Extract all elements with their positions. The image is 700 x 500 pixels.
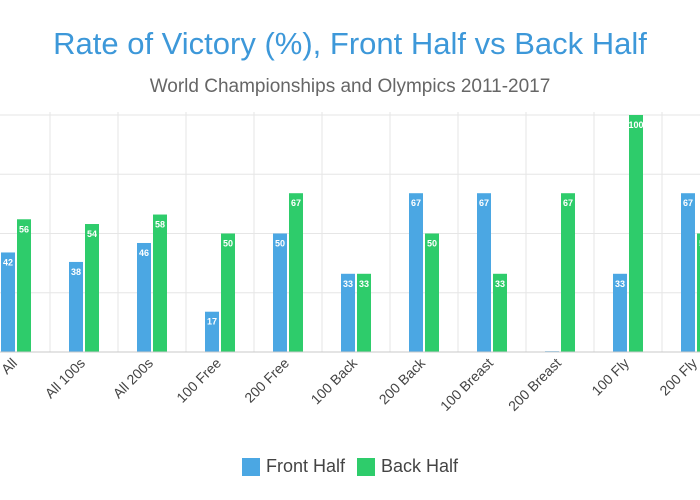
bar-front-half[interactable] [477, 193, 491, 352]
chart-title: Rate of Victory (%), Front Half vs Back … [53, 26, 647, 61]
bar-front-half[interactable] [137, 242, 151, 352]
bar-front-half[interactable] [613, 273, 627, 352]
bar-back-half[interactable] [289, 193, 303, 352]
x-tick-label: 100 Breast [437, 355, 496, 414]
data-label: 67 [683, 198, 693, 208]
bar-front-half[interactable] [273, 233, 287, 353]
bar-back-half[interactable] [221, 233, 235, 353]
bar-front-half[interactable] [205, 311, 219, 352]
data-label: 100 [628, 120, 643, 130]
data-label: 33 [615, 279, 625, 289]
bar-back-half[interactable] [85, 224, 99, 352]
x-tick-label: 200 Free [241, 355, 292, 406]
legend-item-front-half[interactable]: Front Half [241, 456, 345, 477]
label-layer: 42 56 All 38 54 All 100s 46 58 All 200s 17 50 100 F… [0, 120, 700, 414]
chart-subtitle: World Championships and Olympics 2011-20… [149, 76, 551, 97]
data-label: 67 [563, 198, 573, 208]
data-label: 50 [427, 239, 437, 249]
bar-back-half[interactable] [561, 193, 575, 352]
data-label: 50 [699, 239, 700, 249]
x-tick-label: 100 Back [308, 354, 361, 407]
legend-swatch-front-half [241, 457, 260, 476]
x-tick-label: 100 Free [173, 355, 224, 406]
data-label: 33 [495, 279, 505, 289]
data-label: 50 [223, 239, 233, 249]
legend-item-back-half[interactable]: Back Half [357, 456, 458, 477]
x-tick-label: 200 Breast [505, 355, 564, 414]
data-label: 58 [155, 220, 165, 230]
bar-front-half[interactable] [681, 193, 695, 352]
data-label: 46 [139, 248, 149, 258]
data-label: 33 [343, 279, 353, 289]
bar-back-half[interactable] [17, 219, 31, 352]
x-tick-label: 200 Back [376, 354, 429, 407]
data-label: 38 [71, 267, 81, 277]
bar-back-half[interactable] [425, 233, 439, 353]
x-tick-label: All 100s [42, 355, 89, 402]
x-tick-label: All [0, 355, 20, 377]
legend-label-front-half: Front Half [265, 456, 345, 476]
bar-back-half[interactable] [493, 273, 507, 352]
bar-back-half[interactable] [697, 233, 700, 353]
data-label: 67 [291, 198, 301, 208]
data-label: 56 [19, 224, 29, 234]
data-label: 42 [3, 257, 13, 267]
bar-front-half[interactable] [69, 261, 83, 352]
data-label: 54 [87, 229, 97, 239]
legend-swatch-back-half [357, 457, 375, 476]
data-label: 33 [359, 279, 369, 289]
bar-back-half[interactable] [153, 214, 167, 352]
data-label: 67 [411, 198, 421, 208]
legend-label-back-half: Back Half [381, 456, 459, 476]
data-label: 67 [479, 198, 489, 208]
data-label: 17 [207, 317, 217, 327]
x-tick-label: 100 Fly [588, 355, 632, 399]
x-tick-label: 200 Fly [656, 355, 700, 399]
x-tick-label: All 200s [110, 355, 157, 402]
bar-front-half[interactable] [409, 193, 423, 352]
data-label: 50 [275, 239, 285, 249]
legend: Front Half Back Half [0, 456, 700, 477]
bar-front-half[interactable] [1, 252, 15, 352]
bar-front-half[interactable] [341, 273, 355, 352]
bar-back-half[interactable] [629, 115, 643, 352]
bar-layer [1, 115, 700, 352]
bar-back-half[interactable] [357, 273, 371, 352]
